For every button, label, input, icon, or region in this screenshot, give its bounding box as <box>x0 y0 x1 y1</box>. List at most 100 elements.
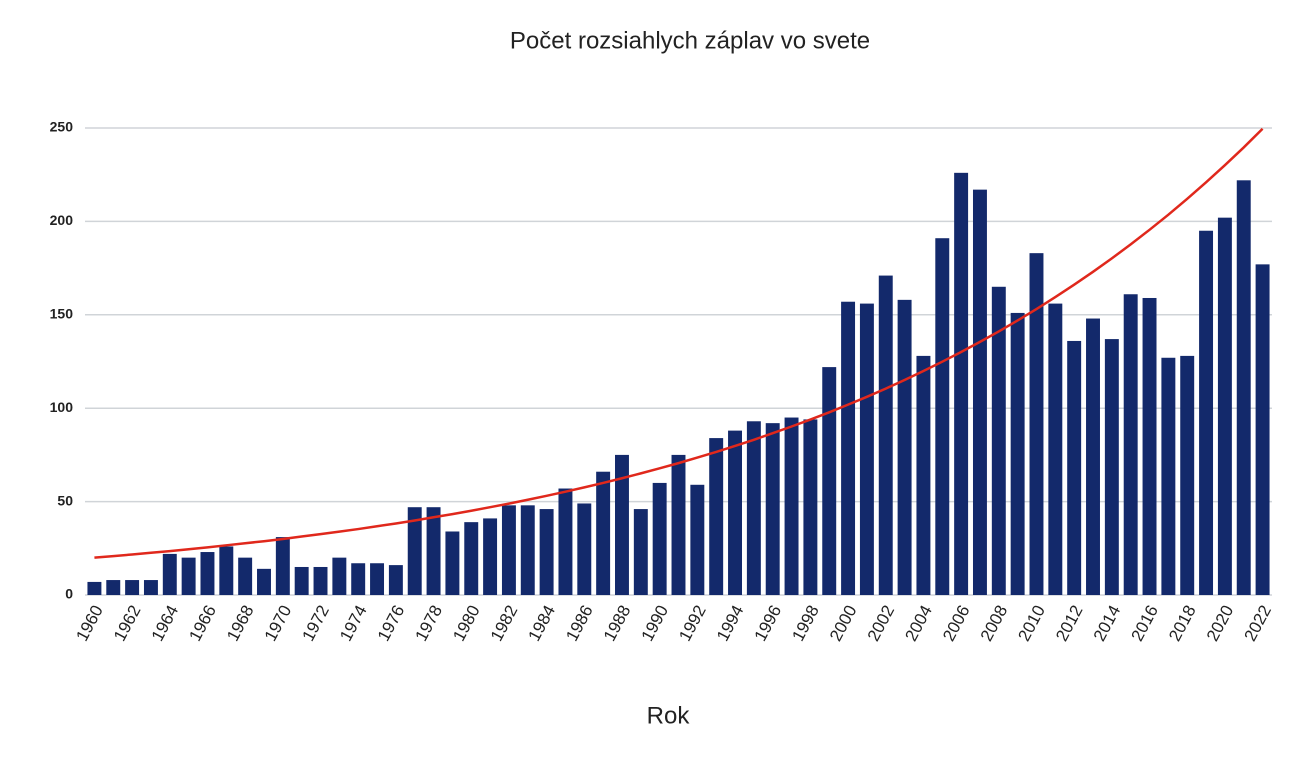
bar <box>87 581 102 595</box>
bar <box>1255 264 1270 595</box>
x-tick-label: 1974 <box>336 602 371 644</box>
bar <box>313 566 328 595</box>
bar <box>671 454 686 595</box>
bar <box>690 484 705 595</box>
x-tick-label: 1996 <box>751 602 786 644</box>
bar <box>765 423 780 595</box>
y-tick-label: 200 <box>50 212 74 228</box>
x-tick-label: 2014 <box>1090 602 1125 644</box>
bar <box>1123 294 1138 595</box>
bar <box>878 275 893 595</box>
bar <box>1104 339 1119 595</box>
bar <box>1142 297 1157 595</box>
bar <box>1161 357 1176 595</box>
y-tick-label: 50 <box>57 492 73 508</box>
bar <box>370 563 385 595</box>
bar <box>501 505 516 595</box>
chart-title: Počet rozsiahlych záplav vo svete <box>510 27 870 54</box>
bar <box>1048 303 1063 595</box>
bar <box>1180 355 1195 595</box>
x-tick-label: 1992 <box>675 602 710 644</box>
trend-line <box>94 127 1264 559</box>
bar <box>539 509 554 595</box>
bar <box>445 531 460 595</box>
x-tick-label: 1982 <box>487 602 522 644</box>
x-tick-label: 1988 <box>600 602 635 644</box>
bar <box>577 503 592 595</box>
bar <box>822 367 837 595</box>
bar <box>954 172 969 595</box>
bar <box>991 286 1006 595</box>
bar <box>388 565 403 595</box>
x-tick-label: 1986 <box>562 602 597 644</box>
bar <box>1236 180 1251 595</box>
x-tick-label: 2022 <box>1241 602 1276 644</box>
bar <box>1010 312 1025 595</box>
x-tick-label: 1998 <box>788 602 823 644</box>
bar <box>181 557 196 595</box>
bar <box>106 580 121 595</box>
bar <box>332 557 347 595</box>
bar <box>1029 253 1044 595</box>
bar <box>407 507 422 595</box>
bar <box>596 471 611 595</box>
x-tick-label: 1972 <box>298 602 333 644</box>
bar <box>257 568 271 595</box>
bar <box>652 482 667 595</box>
bar <box>1199 230 1214 596</box>
bar <box>520 505 535 595</box>
bar <box>841 301 856 595</box>
x-tick-label: 1960 <box>72 602 107 644</box>
bar <box>1086 318 1100 595</box>
bar <box>972 189 987 596</box>
bar <box>483 518 498 595</box>
bar <box>238 557 253 595</box>
x-tick-label: 1968 <box>223 602 258 644</box>
bar <box>859 303 874 595</box>
bar <box>1217 217 1232 595</box>
x-tick-label: 1994 <box>713 602 748 644</box>
y-tick-label: 150 <box>50 306 74 322</box>
bar <box>200 552 215 595</box>
bar <box>162 553 177 595</box>
y-tick-label: 0 <box>65 586 73 602</box>
x-tick-label: 1990 <box>638 602 673 644</box>
x-tick-label: 2006 <box>939 602 974 644</box>
bar <box>294 566 309 595</box>
x-tick-label: 1984 <box>525 602 560 644</box>
x-tick-label: 2008 <box>977 602 1012 644</box>
bar <box>916 355 931 595</box>
x-tick-label: 2020 <box>1203 602 1238 644</box>
bar <box>746 421 761 595</box>
x-tick-label: 1964 <box>148 602 183 644</box>
x-tick-label: 2016 <box>1127 602 1162 644</box>
bar <box>935 238 950 595</box>
y-tick-label: 250 <box>50 119 74 135</box>
bar <box>125 580 140 595</box>
x-tick-label: 2002 <box>864 602 899 644</box>
bar <box>1067 340 1082 595</box>
bar <box>558 488 573 595</box>
x-tick-label: 1966 <box>185 602 220 644</box>
x-axis-label: Rok <box>647 702 691 729</box>
x-tick-label: 1976 <box>374 602 409 644</box>
x-tick-label: 1980 <box>449 602 484 644</box>
x-tick-label: 1970 <box>261 602 296 644</box>
bar <box>351 563 366 595</box>
x-tick-label: 2004 <box>901 602 936 644</box>
x-tick-label: 1978 <box>412 602 447 644</box>
x-tick-label: 2010 <box>1014 602 1049 644</box>
bar <box>426 507 441 595</box>
x-tick-label: 1962 <box>110 602 145 644</box>
bar <box>615 454 629 595</box>
x-tick-label: 2000 <box>826 602 861 644</box>
bar <box>275 537 290 595</box>
bar <box>709 438 724 595</box>
x-tick-label: 2018 <box>1165 602 1200 644</box>
bar <box>784 417 799 595</box>
bar <box>728 430 742 595</box>
bar <box>143 580 158 595</box>
bar <box>897 299 912 595</box>
bar <box>219 546 234 595</box>
